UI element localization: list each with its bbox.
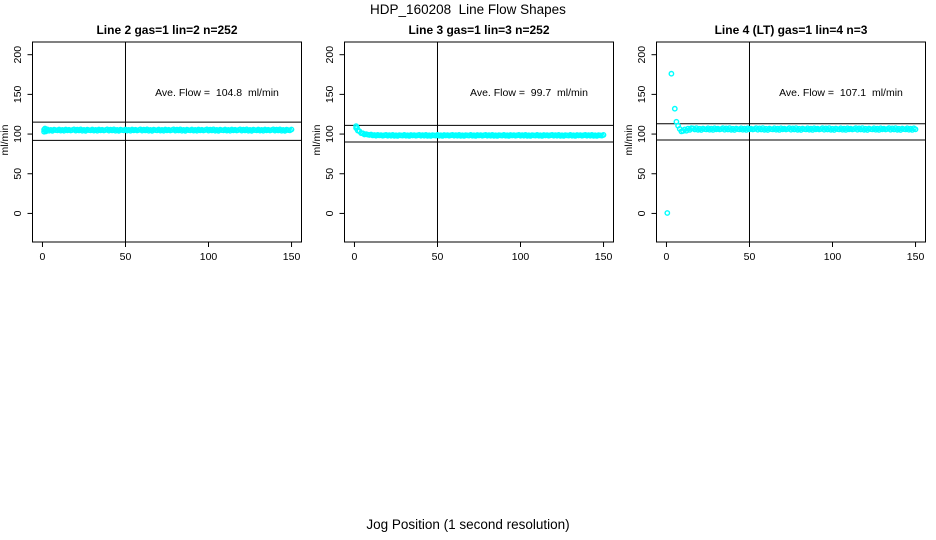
x-tick-label: 0 bbox=[40, 251, 46, 263]
figure-title: HDP_160208 Line Flow Shapes bbox=[370, 2, 566, 17]
x-axis-label: Jog Position (1 second resolution) bbox=[366, 517, 570, 532]
y-tick-label: 150 bbox=[12, 85, 24, 103]
y-tick-label: 150 bbox=[324, 85, 336, 103]
data-points bbox=[353, 123, 607, 139]
data-point bbox=[600, 131, 607, 138]
panels-row: Line 2 gas=1 lin=2 n=252 0 50 100 150 0 50 100 1… bbox=[0, 23, 926, 263]
x-tick-label: 100 bbox=[512, 251, 530, 263]
data-point bbox=[668, 70, 675, 77]
data-point bbox=[42, 128, 49, 135]
y-tick-label: 0 bbox=[636, 210, 648, 216]
y-tick-label: 200 bbox=[12, 46, 24, 64]
x-tick-label: 50 bbox=[120, 251, 132, 263]
panel-line3-plot: Line 3 gas=1 lin=3 n=252 0 50 100 150 0 50 100 1… bbox=[312, 23, 614, 263]
data-point bbox=[664, 210, 671, 216]
data-points bbox=[41, 125, 295, 135]
x-tick-label: 0 bbox=[352, 251, 358, 263]
y-tick-label: 200 bbox=[636, 46, 648, 64]
y-tick-label: 100 bbox=[12, 125, 24, 143]
y-tick-label: 50 bbox=[12, 168, 24, 180]
data-point bbox=[912, 126, 919, 133]
ave-flow-annotation: Ave. Flow = 99.7 ml/min bbox=[470, 87, 588, 99]
x-tick-label: 50 bbox=[432, 251, 444, 263]
y-axis-title: ml/min bbox=[624, 124, 635, 155]
y-tick-label: 150 bbox=[636, 85, 648, 103]
y-tick-label: 100 bbox=[636, 125, 648, 143]
y-tick-label: 100 bbox=[324, 125, 336, 143]
panel-line4-plot: Line 4 (LT) gas=1 lin=4 n=3 0 50 100 150 0 50 1… bbox=[624, 23, 926, 263]
y-tick-label: 0 bbox=[12, 210, 24, 216]
data-point bbox=[42, 125, 48, 132]
y-tick-label: 50 bbox=[636, 168, 648, 180]
data-points bbox=[664, 70, 919, 216]
y-axis-title: ml/min bbox=[312, 124, 323, 155]
ave-flow-annotation: Ave. Flow = 104.8 ml/min bbox=[155, 87, 279, 99]
panel-title: Line 4 (LT) gas=1 lin=4 n=3 bbox=[715, 23, 868, 37]
x-tick-label: 150 bbox=[595, 251, 613, 263]
plot-frame bbox=[656, 41, 926, 243]
x-tick-label: 0 bbox=[664, 251, 670, 263]
x-tick-label: 150 bbox=[283, 251, 301, 263]
x-tick-label: 100 bbox=[824, 251, 842, 263]
y-tick-label: 0 bbox=[324, 210, 336, 216]
plot-frame bbox=[32, 41, 302, 243]
x-tick-label: 100 bbox=[200, 251, 218, 263]
x-tick-label: 150 bbox=[907, 251, 925, 263]
y-tick-label: 50 bbox=[324, 168, 336, 180]
y-axis-title: ml/min bbox=[0, 124, 11, 155]
data-point bbox=[288, 126, 295, 133]
data-point bbox=[671, 105, 678, 112]
data-point bbox=[354, 124, 360, 131]
panel-title: Line 3 gas=1 lin=3 n=252 bbox=[408, 23, 549, 37]
panel-title: Line 2 gas=1 lin=2 n=252 bbox=[96, 23, 237, 37]
ave-flow-annotation: Ave. Flow = 107.1 ml/min bbox=[779, 87, 903, 99]
y-tick-label: 200 bbox=[324, 46, 336, 64]
panel-line2-plot: Line 2 gas=1 lin=2 n=252 0 50 100 150 0 50 100 1… bbox=[0, 23, 302, 263]
x-tick-label: 50 bbox=[744, 251, 756, 263]
